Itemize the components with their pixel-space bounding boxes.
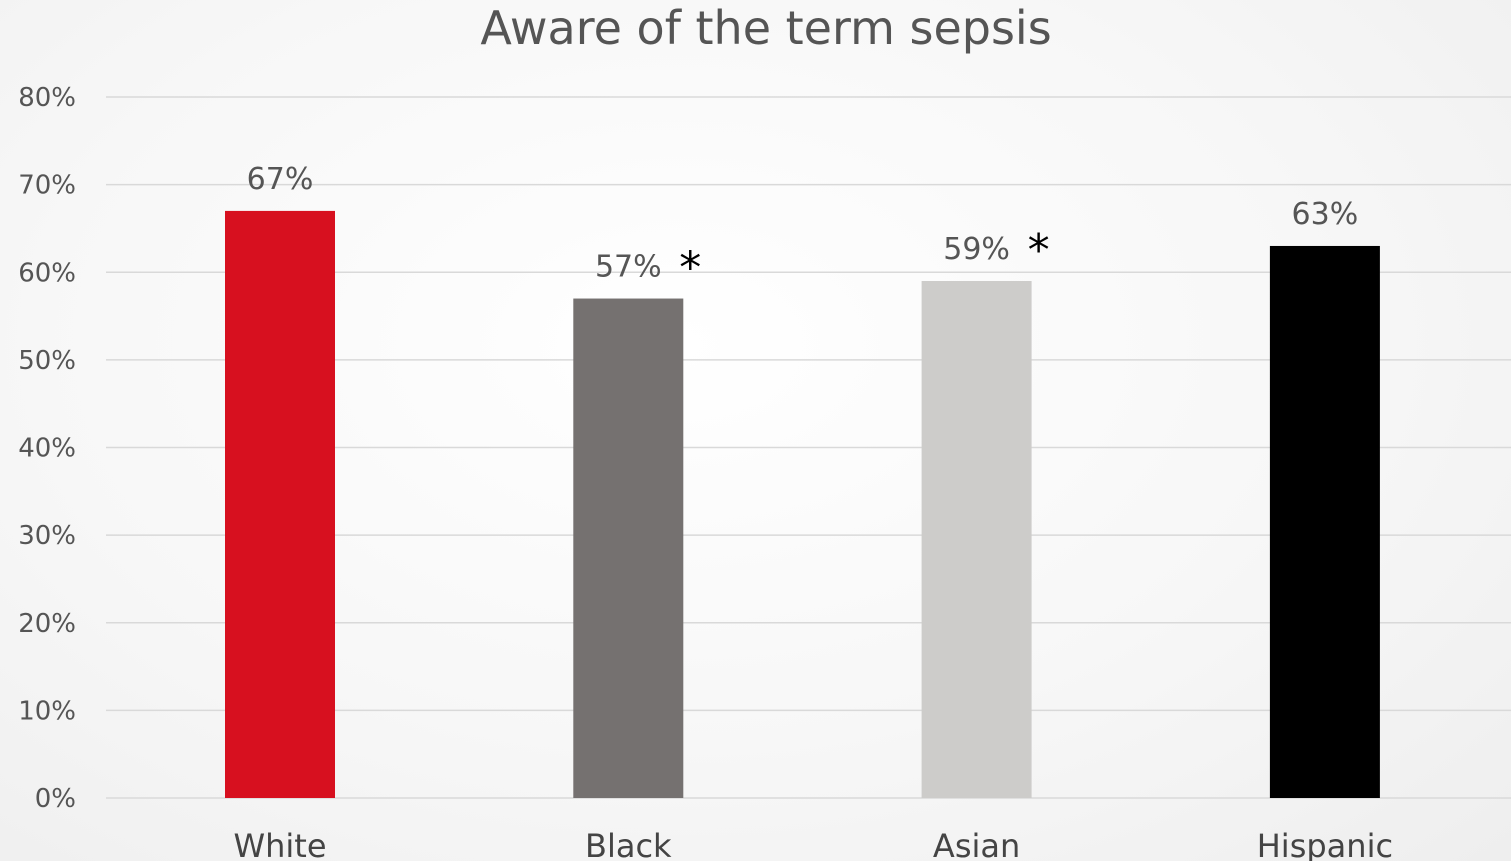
x-axis-categories: White Black Asian Hispanic (233, 827, 1393, 861)
x-category-label: White (233, 827, 326, 861)
significance-asterisk: * (679, 243, 701, 294)
bar-white (225, 210, 335, 799)
y-tick-label: 40% (18, 434, 76, 464)
bar-hispanic (1269, 245, 1380, 798)
y-tick-label: 0% (35, 784, 76, 814)
y-axis-ticks: 0% 10% 20% 30% 40% 50% 60% 70% 80% (18, 83, 76, 814)
y-tick-label: 10% (18, 696, 76, 726)
y-tick-label: 80% (18, 83, 76, 113)
gridlines (106, 96, 1511, 799)
x-category-label: Black (585, 827, 672, 861)
y-tick-label: 30% (18, 521, 76, 551)
x-category-label: Asian (933, 827, 1020, 861)
chart-title: Aware of the term sepsis (480, 1, 1051, 55)
bars (225, 210, 1380, 799)
data-label: 57% (595, 250, 662, 285)
data-label: 59% (943, 232, 1010, 267)
x-category-label: Hispanic (1257, 827, 1393, 861)
data-labels: 67% 57% * 59% * 63% (247, 162, 1359, 294)
y-tick-label: 20% (18, 609, 76, 639)
y-tick-label: 70% (18, 171, 76, 201)
data-label: 67% (247, 162, 314, 197)
bar-asian (921, 281, 1032, 798)
significance-asterisk: * (1028, 225, 1050, 276)
bar-black (573, 298, 684, 798)
y-tick-label: 50% (18, 346, 76, 376)
y-tick-label: 60% (18, 258, 76, 288)
data-label: 63% (1292, 197, 1359, 232)
